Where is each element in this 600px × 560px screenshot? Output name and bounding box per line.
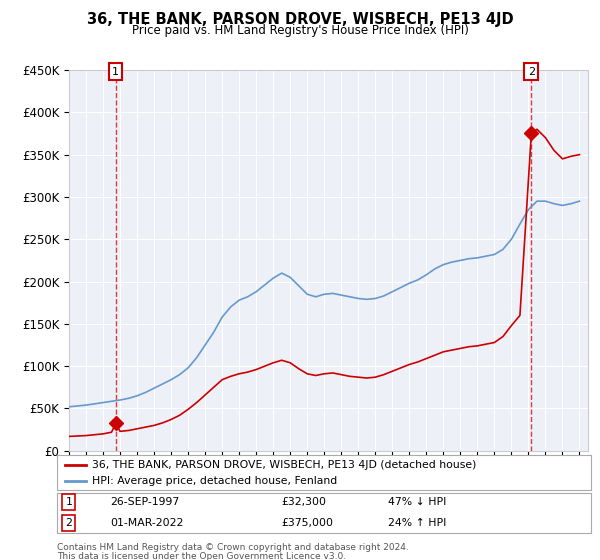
Text: £375,000: £375,000 [281,518,333,528]
Text: 2: 2 [65,518,72,528]
Text: This data is licensed under the Open Government Licence v3.0.: This data is licensed under the Open Gov… [57,552,346,560]
Text: HPI: Average price, detached house, Fenland: HPI: Average price, detached house, Fenl… [92,477,337,486]
Text: 2: 2 [528,67,535,77]
Text: 47% ↓ HPI: 47% ↓ HPI [388,497,446,507]
Text: 1: 1 [112,67,119,77]
Text: Contains HM Land Registry data © Crown copyright and database right 2024.: Contains HM Land Registry data © Crown c… [57,543,409,552]
Text: 26-SEP-1997: 26-SEP-1997 [110,497,179,507]
Text: 36, THE BANK, PARSON DROVE, WISBECH, PE13 4JD: 36, THE BANK, PARSON DROVE, WISBECH, PE1… [86,12,514,27]
Text: 36, THE BANK, PARSON DROVE, WISBECH, PE13 4JD (detached house): 36, THE BANK, PARSON DROVE, WISBECH, PE1… [92,460,476,470]
Text: 01-MAR-2022: 01-MAR-2022 [110,518,184,528]
Text: 24% ↑ HPI: 24% ↑ HPI [388,518,446,528]
Text: £32,300: £32,300 [281,497,326,507]
Text: Price paid vs. HM Land Registry's House Price Index (HPI): Price paid vs. HM Land Registry's House … [131,24,469,37]
Text: 1: 1 [65,497,72,507]
